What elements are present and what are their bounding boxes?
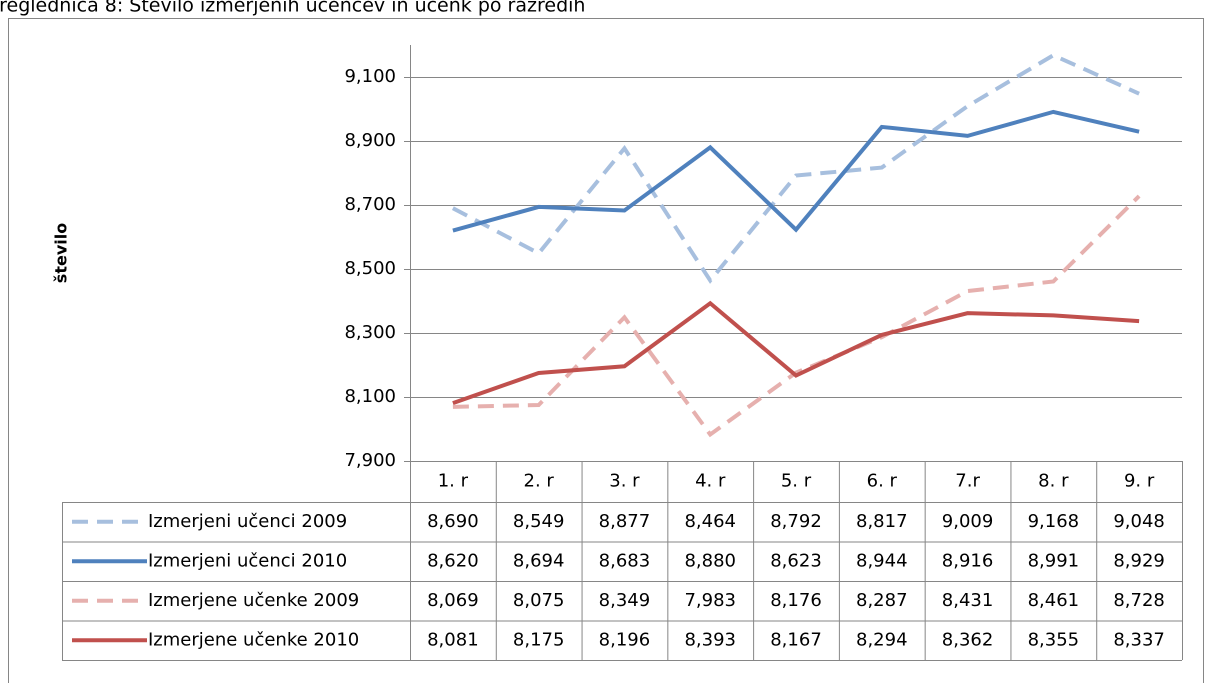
table-cell: 8,620 <box>427 550 479 571</box>
y-tick-label: 7,900 <box>344 450 396 471</box>
table-cell: 8,694 <box>513 550 565 571</box>
table-cell: 9,168 <box>1028 511 1080 532</box>
chart-title: Preglednica 8: Število izmerjenih učence… <box>0 0 585 17</box>
legend-label: Izmerjene učenke 2010 <box>148 629 359 650</box>
table-cell: 8,196 <box>599 629 651 650</box>
table-cell: 8,916 <box>942 550 994 571</box>
table-cell: 8,944 <box>856 550 908 571</box>
table-cell: 8,623 <box>770 550 822 571</box>
x-tick-label: 7.r <box>955 471 980 492</box>
table-cell: 8,683 <box>599 550 651 571</box>
y-tick-label: 8,900 <box>344 130 396 151</box>
x-tick-label: 2. r <box>524 471 555 492</box>
table-cell: 8,294 <box>856 629 908 650</box>
table-cell: 8,728 <box>1113 590 1165 611</box>
table-cell: 7,983 <box>684 590 736 611</box>
series-line <box>451 52 1140 284</box>
table-cell: 8,337 <box>1113 629 1165 650</box>
table-cell: 8,549 <box>513 511 565 532</box>
legend-label: Izmerjeni učenci 2010 <box>148 550 347 571</box>
y-tick-label: 8,700 <box>344 194 396 215</box>
table-cell: 8,175 <box>513 629 565 650</box>
table-cell: 8,792 <box>770 511 822 532</box>
x-tick-label: 5. r <box>781 471 812 492</box>
table-cell: 8,431 <box>942 590 994 611</box>
table-cell: 8,877 <box>599 511 651 532</box>
series-line <box>452 194 1141 438</box>
y-tick-label: 8,500 <box>344 258 396 279</box>
x-tick-label: 9. r <box>1124 471 1155 492</box>
table-cell: 8,880 <box>684 550 736 571</box>
table-cell: 8,287 <box>856 590 908 611</box>
table-cell: 8,075 <box>513 590 565 611</box>
table-cell: 8,349 <box>599 590 651 611</box>
table-cell: 8,167 <box>770 629 822 650</box>
table-cell: 8,817 <box>856 511 908 532</box>
table-cell: 8,464 <box>684 511 736 532</box>
legend-label: Izmerjene učenke 2009 <box>148 590 359 611</box>
table-cell: 8,461 <box>1028 590 1080 611</box>
y-tick-label: 8,300 <box>344 322 396 343</box>
series-line <box>452 109 1140 233</box>
table-cell: 8,176 <box>770 590 822 611</box>
table-cell: 8,355 <box>1028 629 1080 650</box>
table-cell: 8,991 <box>1028 550 1080 571</box>
y-tick-label: 8,100 <box>344 386 396 407</box>
table-cell: 8,690 <box>427 511 479 532</box>
y-tick-label: 9,100 <box>344 66 396 87</box>
series-line <box>452 300 1140 405</box>
table-cell: 8,929 <box>1113 550 1165 571</box>
table-cell: 8,081 <box>427 629 479 650</box>
x-tick-label: 4. r <box>695 471 726 492</box>
x-tick-label: 6. r <box>867 471 898 492</box>
table-cell: 9,009 <box>942 511 994 532</box>
x-tick-label: 8. r <box>1038 471 1069 492</box>
x-tick-label: 1. r <box>438 471 469 492</box>
x-tick-label: 3. r <box>609 471 640 492</box>
y-axis-label: število <box>52 223 71 283</box>
table-cell: 8,362 <box>942 629 994 650</box>
legend-label: Izmerjeni učenci 2009 <box>148 511 347 532</box>
chart-frame <box>8 18 1204 683</box>
table-cell: 9,048 <box>1113 511 1165 532</box>
table-cell: 8,393 <box>684 629 736 650</box>
table-cell: 8,069 <box>427 590 479 611</box>
